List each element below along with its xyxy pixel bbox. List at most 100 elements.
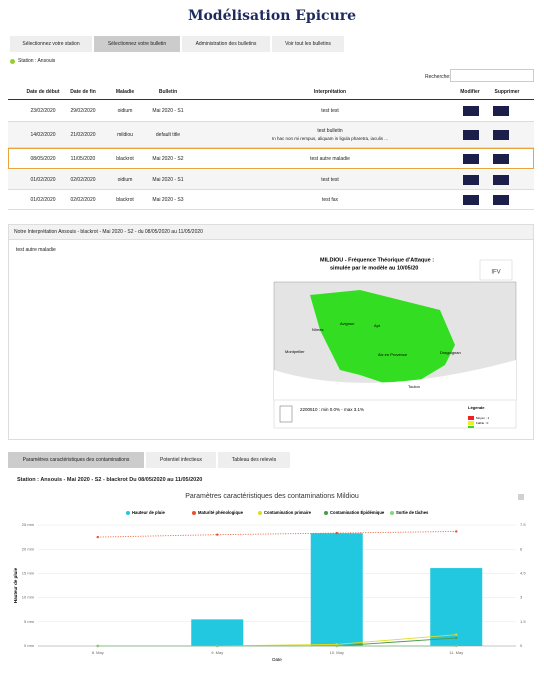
cell: test test (321, 108, 339, 114)
column-header: Bulletin (158, 89, 178, 95)
legend-marker (192, 511, 196, 515)
column-header: Date de fin (70, 89, 96, 95)
cell: test bulletin (317, 128, 343, 134)
bar (430, 568, 483, 646)
y2-tick-label: 0 (520, 643, 523, 648)
tab[interactable]: Potentiel infectieux (146, 452, 216, 468)
city: Avignon (340, 321, 354, 326)
table-row (8, 122, 534, 148)
cell: 08/05/2020 (30, 155, 56, 162)
edit-button[interactable] (463, 153, 479, 164)
delete-button[interactable] (493, 153, 509, 164)
panel-text: test autre maladie (16, 247, 56, 253)
point (455, 530, 458, 533)
column-header: Maladie (115, 89, 135, 95)
table-row (8, 148, 534, 169)
y-tick-label: 5 mm (24, 619, 35, 624)
table-row (8, 100, 534, 122)
cell: Mai 2020 - S3 (152, 197, 184, 203)
station: Station : Ansouis (18, 58, 56, 64)
y2-tick-label: 1.5 (520, 619, 526, 624)
cell: test test (321, 177, 339, 183)
column-header: Supprimer (494, 89, 520, 95)
cell: 21/02/2020 (70, 132, 96, 138)
y-tick-label: 15 mm (22, 570, 35, 575)
legend-marker (258, 511, 262, 515)
tab[interactable]: Paramètres caractéristiques des contamin… (8, 452, 144, 468)
x-tick-label: 9. May (211, 650, 223, 655)
edit-button[interactable] (463, 195, 479, 205)
delete-button[interactable] (493, 195, 509, 205)
table-row (8, 190, 534, 210)
column-header: Modifier (460, 89, 480, 95)
y-tick-label: 25 mm (22, 522, 35, 527)
table-row (8, 170, 534, 190)
column-header: Interprétation (313, 89, 347, 95)
y2-tick-label: 3 (520, 595, 523, 600)
cell: Mai 2020 - S1 (152, 177, 184, 183)
cell: Mai 2020 - S1 (152, 108, 184, 114)
tab[interactable]: Voir tout les bulletins (272, 36, 344, 52)
line (97, 634, 457, 647)
legend-label: Sortie de tâches (396, 510, 429, 515)
chart-title: Paramètres caractéristiques des contamin… (185, 493, 359, 500)
delete-button[interactable] (493, 106, 509, 116)
tab[interactable]: Sélectionnez votre station (10, 36, 92, 52)
cell: 01/02/2020 (30, 197, 56, 203)
tab[interactable]: Administration des bulletins (182, 36, 270, 52)
edit-button[interactable] (463, 130, 479, 140)
cell: default title (155, 132, 181, 138)
edit-button[interactable] (463, 175, 479, 185)
y-tick-label: 20 mm (22, 546, 35, 551)
legend-marker (390, 511, 394, 515)
legend-marker (126, 511, 130, 515)
city: Toulon (408, 384, 420, 389)
cell: mildiou (117, 132, 133, 138)
point (335, 531, 338, 535)
cell: blackrot (116, 197, 134, 203)
cell: Mai 2020 - S2 (152, 155, 184, 162)
cell: test autre maladie (310, 155, 350, 162)
line (97, 531, 457, 538)
x-tick-label: 10. May (330, 650, 344, 655)
table-header-bg (8, 85, 534, 100)
interpretation-panel (8, 224, 534, 440)
map: MILDIOU - Fréquence Théorique d'Attaque … (273, 257, 517, 429)
cell: oidium (117, 108, 133, 114)
map-title: simulée par le modèle au 10/05/20 (330, 265, 418, 271)
map-scale: 2200510 : min 0.0% - max 3.1% (300, 407, 364, 412)
cell: 29/02/2020 (70, 108, 96, 114)
cell-note: In hac non mi rempus, aliquam in ligula … (271, 136, 389, 141)
point (216, 533, 219, 536)
city: Nîmes (312, 327, 324, 332)
y2-tick-label: 7.5 (520, 522, 526, 527)
y-tick-label: 10 mm (22, 595, 35, 600)
point (96, 535, 99, 539)
tab[interactable]: Tableau des relevés (218, 452, 290, 468)
cell: 02/02/2020 (70, 177, 96, 183)
x-axis-title: Date (272, 657, 282, 662)
cell: oidium (117, 177, 133, 183)
legend-marker (324, 511, 328, 515)
map-title: MILDIOU - Fréquence Théorique d'Attaque … (320, 257, 434, 263)
legend-label: Contamination Épidémique (330, 510, 385, 515)
bar (310, 533, 363, 646)
search-label: Recherche: (425, 74, 451, 80)
legend-label: Maturité phénologique (198, 510, 244, 515)
x-tick-label: 11. May (449, 650, 463, 655)
map-legend: Moyen : 1 (476, 416, 490, 420)
edit-button[interactable] (463, 106, 479, 116)
city: Draguignan (440, 350, 461, 355)
delete-button[interactable] (493, 130, 509, 140)
search-input[interactable] (450, 69, 534, 82)
station-icon (10, 59, 15, 64)
delete-button[interactable] (493, 175, 509, 185)
cell: 23/02/2020 (30, 108, 56, 114)
city: Apt (374, 323, 381, 328)
cell: test fax (321, 197, 339, 203)
tab[interactable]: Sélectionnez votre bulletin (94, 36, 180, 52)
cell: 02/02/2020 (70, 197, 96, 203)
page-title: Modélisation Epicure (187, 8, 357, 24)
chart-station: Station : Ansouis - Mai 2020 - S2 - blac… (17, 477, 203, 483)
